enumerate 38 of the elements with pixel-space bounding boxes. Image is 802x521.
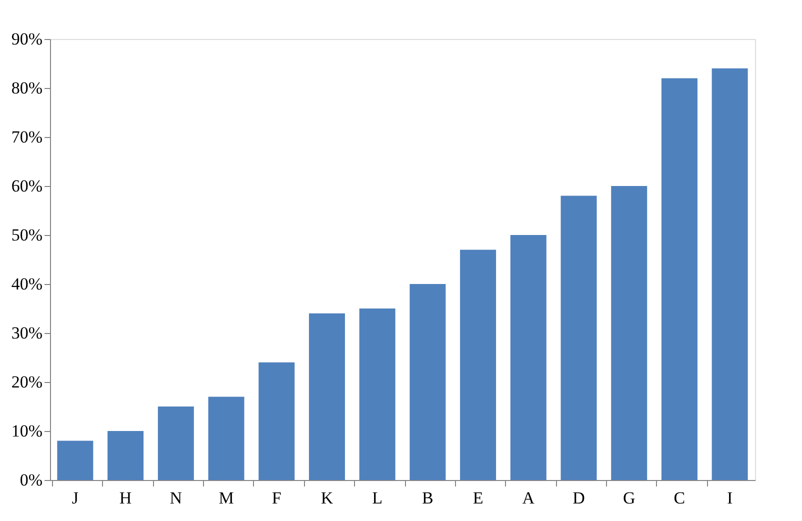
x-tick-label: J <box>72 488 79 508</box>
y-tick-label: 40% <box>11 274 42 294</box>
x-tick-label: I <box>726 488 733 508</box>
x-tick-label: M <box>218 488 234 508</box>
bar <box>611 186 648 480</box>
bar <box>308 313 345 480</box>
x-tick-label: H <box>119 488 132 508</box>
x-tick-label: B <box>422 488 434 508</box>
bar <box>661 78 698 480</box>
x-tick-label: D <box>572 488 585 508</box>
x-tick-label: L <box>372 488 383 508</box>
y-tick-label: 60% <box>11 176 42 196</box>
x-tick-label: C <box>674 488 686 508</box>
y-tick-label: 20% <box>11 372 42 392</box>
y-tick-label: 0% <box>20 470 42 490</box>
bar <box>359 308 396 480</box>
bar <box>460 250 496 480</box>
y-tick-label: 10% <box>11 422 42 440</box>
bar <box>208 396 244 480</box>
bar <box>712 68 748 480</box>
x-tick-label: E <box>472 488 484 508</box>
bar <box>410 284 446 480</box>
x-tick-label: N <box>170 488 182 508</box>
bar <box>560 196 597 480</box>
x-tick-label: G <box>622 488 636 508</box>
y-tick-label: 70% <box>11 128 42 146</box>
bar <box>57 440 94 480</box>
y-tick-label: 50% <box>11 226 42 244</box>
bar <box>108 431 144 480</box>
x-tick-label: A <box>522 488 536 508</box>
bar <box>510 235 546 480</box>
x-tick-label: F <box>272 488 282 508</box>
bar <box>258 362 295 480</box>
y-tick-label: 30% <box>11 324 42 342</box>
y-tick-label: 90% <box>11 30 42 48</box>
y-tick-label: 80% <box>11 78 42 98</box>
bar <box>158 406 194 480</box>
x-tick-label: K <box>320 488 334 508</box>
